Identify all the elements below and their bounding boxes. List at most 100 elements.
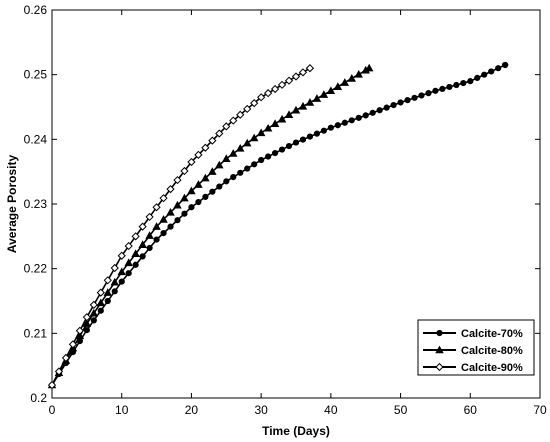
legend-label: Calcite-90% xyxy=(461,362,523,374)
x-tick-label: 30 xyxy=(254,403,268,417)
data-point xyxy=(209,188,216,195)
data-point xyxy=(305,98,315,106)
data-point xyxy=(340,78,350,86)
data-point xyxy=(138,222,147,231)
data-point xyxy=(230,173,237,181)
data-point xyxy=(481,71,488,78)
data-point xyxy=(174,217,181,224)
data-point xyxy=(201,173,210,182)
legend-marker xyxy=(435,345,444,354)
data-point xyxy=(103,276,112,285)
data-point xyxy=(145,212,154,222)
data-point xyxy=(111,288,118,295)
data-point xyxy=(502,61,509,69)
data-point xyxy=(474,74,481,82)
data-point xyxy=(326,86,336,95)
data-point xyxy=(467,78,474,85)
x-tick-label: 20 xyxy=(185,403,199,417)
data-point xyxy=(68,340,78,349)
data-point xyxy=(265,153,272,160)
data-point xyxy=(181,210,188,217)
data-point xyxy=(173,175,182,185)
series-layer xyxy=(47,61,509,390)
data-point xyxy=(89,300,98,309)
data-point xyxy=(264,89,273,98)
data-point xyxy=(284,76,294,85)
data-point xyxy=(202,193,209,200)
data-point xyxy=(194,150,203,159)
data-point xyxy=(223,178,230,185)
data-point xyxy=(432,87,439,94)
data-point xyxy=(75,326,84,335)
legend-label: Calcite-70% xyxy=(461,328,523,340)
data-point xyxy=(242,138,252,147)
data-point xyxy=(341,119,348,126)
data-point xyxy=(271,149,279,157)
data-point xyxy=(222,122,231,131)
data-point xyxy=(362,112,369,119)
data-point xyxy=(305,64,315,73)
data-point xyxy=(166,207,175,216)
data-point xyxy=(263,123,273,132)
data-point xyxy=(250,99,259,108)
data-point xyxy=(229,116,238,125)
data-point xyxy=(152,222,161,230)
data-point xyxy=(313,130,321,137)
data-point xyxy=(96,288,105,297)
data-point xyxy=(327,124,334,131)
data-point xyxy=(270,84,280,94)
data-point xyxy=(258,156,265,164)
y-axis: 0.2 0.21 0.22 0.23 0.24 0.25 0.26 xyxy=(24,3,540,405)
data-point xyxy=(153,236,160,243)
data-point xyxy=(104,297,111,305)
data-point xyxy=(201,143,210,152)
data-point xyxy=(243,104,252,114)
y-tick-label: 0.21 xyxy=(24,326,48,340)
data-point xyxy=(319,90,329,98)
data-point xyxy=(166,185,175,194)
data-point xyxy=(291,105,301,114)
data-point xyxy=(390,101,397,109)
data-point xyxy=(131,249,140,258)
data-point xyxy=(103,288,113,296)
data-point xyxy=(364,63,374,72)
data-point xyxy=(278,146,286,153)
data-point xyxy=(118,278,125,285)
data-point xyxy=(117,251,126,260)
y-tick-label: 0.2 xyxy=(30,391,47,405)
x-tick-label: 50 xyxy=(394,403,408,417)
data-point xyxy=(195,198,202,206)
data-point xyxy=(306,133,314,140)
y-tick-label: 0.23 xyxy=(24,197,48,211)
data-point xyxy=(47,380,57,390)
data-point xyxy=(82,313,91,322)
data-point xyxy=(270,119,280,128)
data-point xyxy=(348,117,355,124)
x-axis: 0 10 20 30 40 50 60 70 xyxy=(49,10,547,417)
data-point xyxy=(439,85,446,92)
data-point xyxy=(187,157,196,167)
data-point xyxy=(277,114,287,123)
data-point xyxy=(376,107,383,114)
data-point xyxy=(284,110,294,118)
data-point xyxy=(460,79,467,87)
data-point xyxy=(488,68,495,75)
data-point xyxy=(411,94,418,101)
x-tick-label: 70 xyxy=(533,403,547,417)
data-point xyxy=(125,270,132,277)
data-point xyxy=(446,83,453,91)
y-axis-label: Average Porosity xyxy=(5,155,19,254)
data-point xyxy=(298,101,308,110)
legend-items: Calcite-70% Calcite-80% Calcite-90% xyxy=(423,328,523,374)
x-tick-label: 60 xyxy=(464,403,478,417)
data-point xyxy=(132,261,139,268)
data-point xyxy=(397,99,404,106)
data-point xyxy=(334,122,341,129)
data-point xyxy=(90,317,97,324)
data-point xyxy=(96,298,106,307)
data-point xyxy=(124,258,133,267)
data-point xyxy=(298,68,308,77)
data-point xyxy=(235,143,245,152)
data-point xyxy=(180,166,189,176)
data-point xyxy=(256,128,266,137)
